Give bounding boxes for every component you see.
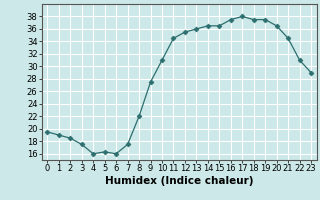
X-axis label: Humidex (Indice chaleur): Humidex (Indice chaleur) <box>105 176 253 186</box>
